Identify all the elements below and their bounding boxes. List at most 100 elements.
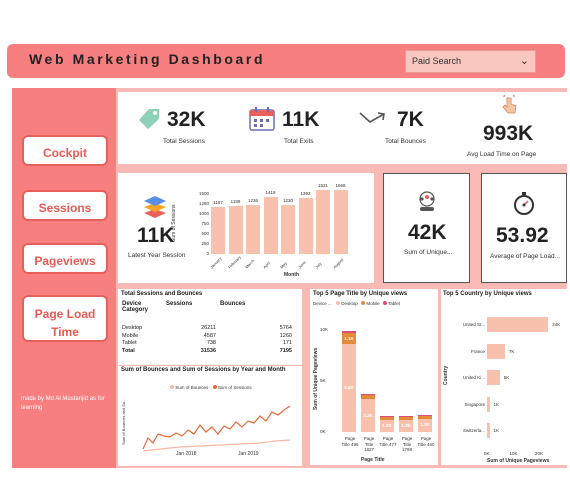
month-ytick: 250 — [201, 241, 209, 246]
nav-pageviews-button[interactable]: Pageviews — [22, 243, 108, 274]
month-ytick: 1000 — [198, 211, 209, 216]
page-bar-segment — [342, 333, 356, 345]
page-ytick: 0K — [320, 429, 326, 434]
month-ytick: 750 — [201, 221, 209, 226]
kpi-bounces-label: Total Bounces — [385, 138, 426, 145]
country-xtick: 0K — [484, 451, 490, 456]
unique-views-card — [383, 173, 470, 283]
country-xtick: 10K — [509, 451, 518, 456]
table-cell-bounces: 5764 — [279, 325, 292, 331]
country-bar-value: 5K — [503, 375, 510, 380]
page-chart-title: Top 5 Page Title by Unique views — [313, 291, 408, 297]
pointer-hand-icon — [502, 95, 517, 114]
nav-cockpit-button[interactable]: Cockpit — [22, 135, 108, 166]
country-chart-xlabel: Sum of Unique Pageviews — [487, 458, 550, 464]
page-chart-legend: Device ... Desktop Mobile Tablet — [313, 301, 400, 306]
month-ytick: 500 — [201, 231, 209, 236]
line-chart-ylabel: Sum of Bounces and Su... — [121, 398, 126, 445]
table-cell-device: Tablet — [122, 340, 137, 347]
table-cell-bounces: 171 — [282, 340, 292, 347]
legend-bounces-swatch — [170, 385, 174, 389]
table-cell-bounces: 7195 — [279, 347, 292, 354]
calendar-icon — [249, 107, 275, 131]
trend-down-icon — [359, 112, 385, 123]
line-chart-plot — [142, 405, 291, 452]
page-bar-value: 1.3K — [420, 422, 430, 428]
line-chart-xtick-2019: Jan 2019 — [238, 451, 259, 457]
latest-year-label: Latest Year Session — [128, 252, 186, 259]
month-chart-ylabel: Sum of Sessions — [171, 204, 177, 242]
month-ytick: 0 — [206, 251, 209, 256]
nav-page-load-time-button[interactable]: Page Load Time — [22, 295, 108, 342]
page-bar-value: 1.1K — [344, 335, 354, 341]
avg-load-label: Average of Page Load... — [490, 253, 560, 260]
avg-load-value: 53.92 — [496, 224, 549, 247]
country-bar — [487, 317, 549, 332]
chevron-down-icon[interactable]: ⌄ — [519, 55, 529, 67]
country-bar-value: 1K — [493, 428, 500, 433]
month-ytick: 1500 — [198, 191, 209, 196]
month-bar-value: 1668 — [335, 183, 346, 188]
month-bar — [316, 190, 330, 254]
country-xtick: 20K — [535, 451, 544, 456]
stopwatch-icon — [514, 192, 534, 215]
table-header-sessions: Sessions — [166, 301, 193, 307]
page-bar-value: 3.2K — [363, 412, 373, 418]
page-xtick: Page Title 460 — [417, 436, 435, 447]
table-header-device: Device Category — [122, 301, 149, 313]
kpi-sessions-value: 32K — [167, 108, 206, 131]
table-title: Total Sessions and Bounces — [121, 291, 203, 297]
country-chart-title: Top 5 Country by Unique views — [443, 291, 532, 297]
month-bar-value: 1392 — [300, 191, 311, 197]
country-bar-value: 1K — [493, 401, 500, 407]
unique-views-value: 42K — [408, 221, 447, 244]
country-bar — [487, 423, 490, 438]
filter-selected-value: Paid Search — [412, 56, 462, 66]
page-bar-segment — [399, 415, 413, 417]
page-chart-xlabel: Page Title — [361, 457, 385, 463]
nav-sessions-button[interactable]: Sessions — [22, 190, 108, 221]
country-ytick: United St... — [462, 322, 485, 327]
page-bar-segment — [342, 331, 356, 334]
page-bar-segment — [418, 415, 432, 419]
line-chart-xtick-2018: Jan 2018 — [176, 451, 197, 457]
page-chart-ylabel: Sum of Unique Pageviews — [313, 347, 319, 410]
kpi-exits-value: 11K — [282, 108, 320, 131]
table-cell-sessions: 738 — [206, 340, 216, 347]
month-bar-value: 1236 — [247, 197, 258, 203]
kpi-sessions-label: Total Sessions — [163, 138, 205, 145]
channel-filter-dropdown[interactable]: Paid Search ⌄ — [405, 50, 536, 73]
country-bar — [487, 370, 500, 385]
month-bar — [263, 197, 278, 254]
kpi-exits-label: Total Exits — [284, 138, 314, 145]
page-bar-segment — [399, 419, 413, 432]
page-bar-segment — [361, 395, 375, 400]
country-bar — [487, 343, 505, 359]
page-xtick: Page Title 1827 — [363, 436, 375, 452]
country-ytick: Singapore — [464, 401, 485, 407]
kpi-card — [118, 92, 567, 164]
latest-year-value: 11K — [137, 224, 175, 247]
country-ytick: France — [470, 348, 485, 354]
month-bar-value: 1189 — [230, 199, 241, 205]
country-bar — [487, 396, 490, 412]
country-ytick: Switzerla... — [462, 428, 485, 433]
page-bar-segment — [399, 416, 413, 420]
month-bar — [298, 198, 313, 254]
table-cell-device: Mobile — [122, 332, 139, 339]
avg-load-card — [481, 173, 567, 283]
page-legend-title: Device ... — [313, 301, 332, 306]
table-cell-sessions: 26211 — [201, 325, 216, 331]
legend-tablet-swatch — [382, 301, 387, 305]
page-bar-value: 1.2K — [401, 422, 411, 428]
line-chart-card — [118, 366, 302, 466]
page-bar-value: 1.2K — [382, 422, 392, 428]
line-chart-legend: Sum of Bounces Sum of Sessions — [170, 385, 252, 390]
page-bar-segment — [418, 418, 432, 432]
table-cell-device: Total — [122, 347, 135, 354]
legend-tablet-label: Tablet — [388, 301, 401, 306]
legend-desktop-swatch — [336, 301, 341, 305]
month-bar-value: 1521 — [317, 183, 328, 188]
sessions-line — [142, 405, 291, 450]
country-bar-value: 24K — [552, 322, 561, 327]
